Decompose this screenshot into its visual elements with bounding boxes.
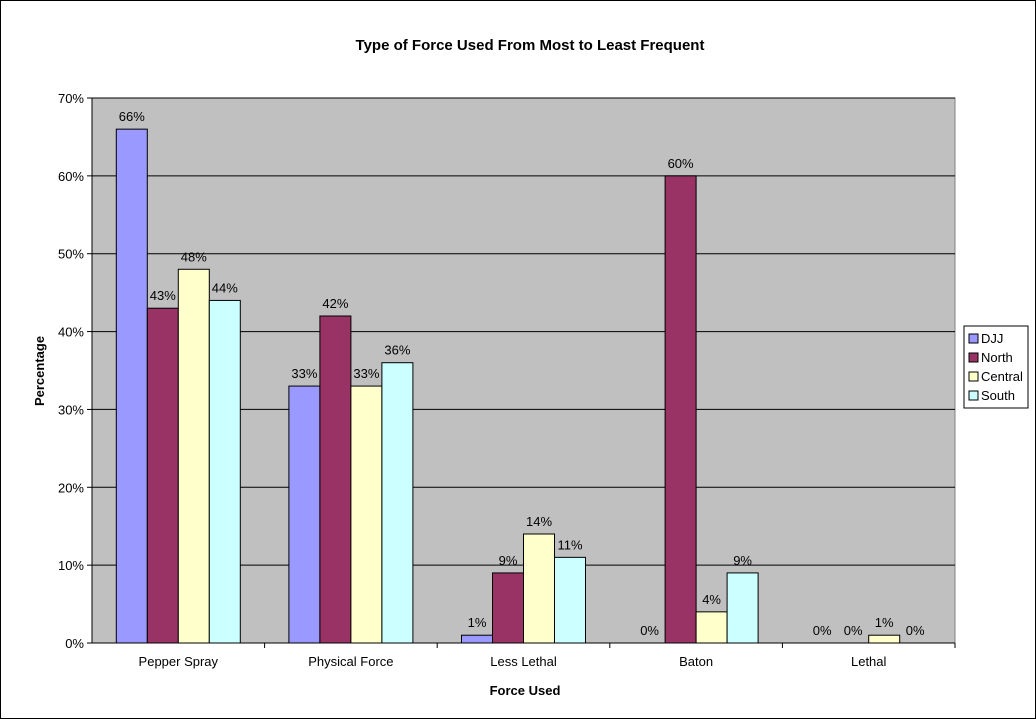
data-label: 44% [212, 280, 238, 295]
data-label: 36% [384, 343, 410, 358]
data-label: 14% [526, 514, 552, 529]
x-tick-label: Less Lethal [490, 654, 557, 669]
bar-north-physical-force [319, 315, 352, 644]
y-tick-label: 20% [58, 480, 84, 495]
chart-title: Type of Force Used From Most to Least Fr… [356, 37, 705, 54]
legend-label-south: South [981, 388, 1015, 403]
legend-label-central: Central [981, 369, 1023, 384]
y-tick-label: 60% [58, 169, 84, 184]
bar-central-lethal [868, 634, 901, 644]
bar-central-pepper-spray [177, 268, 210, 644]
x-tick-label: Baton [679, 654, 713, 669]
x-tick-label: Pepper Spray [139, 654, 219, 669]
legend-swatch-south [968, 390, 979, 401]
data-label: 9% [733, 553, 752, 568]
bar-north-baton [664, 175, 697, 644]
data-label: 66% [119, 109, 145, 124]
y-tick-label: 70% [58, 91, 84, 106]
y-axis-title: Percentage [32, 336, 47, 406]
legend-swatch-north [968, 352, 979, 363]
bar-north-pepper-spray [146, 307, 179, 644]
data-label: 33% [291, 366, 317, 381]
data-label: 0% [844, 623, 863, 638]
bar-south-less-lethal [554, 556, 586, 644]
x-tick-label: Lethal [851, 654, 887, 669]
bar-south-baton [726, 572, 759, 644]
legend-swatch-central [968, 371, 979, 382]
data-label: 1% [468, 615, 487, 630]
legend: DJJ North Central South [963, 325, 1029, 409]
y-tick-label: 40% [58, 325, 84, 340]
data-labels: 66% 43% 48% 44% 33% 42% 33% 36% 1% 9% 14% 11% 0% 60% 4… [119, 109, 925, 638]
y-tick-label: 10% [58, 558, 84, 573]
bar-north-less-lethal [492, 572, 524, 644]
bars [115, 128, 901, 644]
bar-djj-pepper-spray [115, 128, 148, 644]
bar-central-physical-force [350, 385, 383, 644]
bar-south-pepper-spray [208, 299, 241, 644]
data-label: 11% [557, 537, 582, 552]
data-label: 1% [875, 615, 894, 630]
legend-swatch-djj [968, 333, 979, 344]
bar-djj-less-lethal [461, 634, 493, 644]
data-label: 60% [668, 156, 694, 171]
y-tick-label: 50% [58, 247, 84, 262]
legend-label-djj: DJJ [981, 331, 1003, 346]
data-label: 48% [181, 249, 207, 264]
data-label: 42% [322, 296, 348, 311]
x-axis-title: Force Used [490, 683, 561, 698]
bar-central-baton [695, 611, 728, 644]
bar-djj-physical-force [288, 385, 321, 644]
y-tick-label: 0% [65, 636, 84, 651]
data-label: 0% [813, 623, 832, 638]
data-label: 33% [353, 366, 379, 381]
x-tick-label: Physical Force [308, 654, 393, 669]
bar-central-less-lethal [523, 533, 555, 644]
legend-label-north: North [981, 350, 1013, 365]
data-label: 43% [150, 288, 176, 303]
data-label: 4% [702, 592, 721, 607]
bar-south-physical-force [381, 362, 414, 644]
data-label: 9% [499, 553, 518, 568]
data-label: 0% [640, 623, 659, 638]
y-tick-label: 30% [58, 402, 84, 417]
plot-area: 0% 10% 20% 30% 40% 50% 60% 70% 66% 43% 48% 44% 33% 42… [58, 91, 956, 669]
data-label: 0% [906, 623, 925, 638]
